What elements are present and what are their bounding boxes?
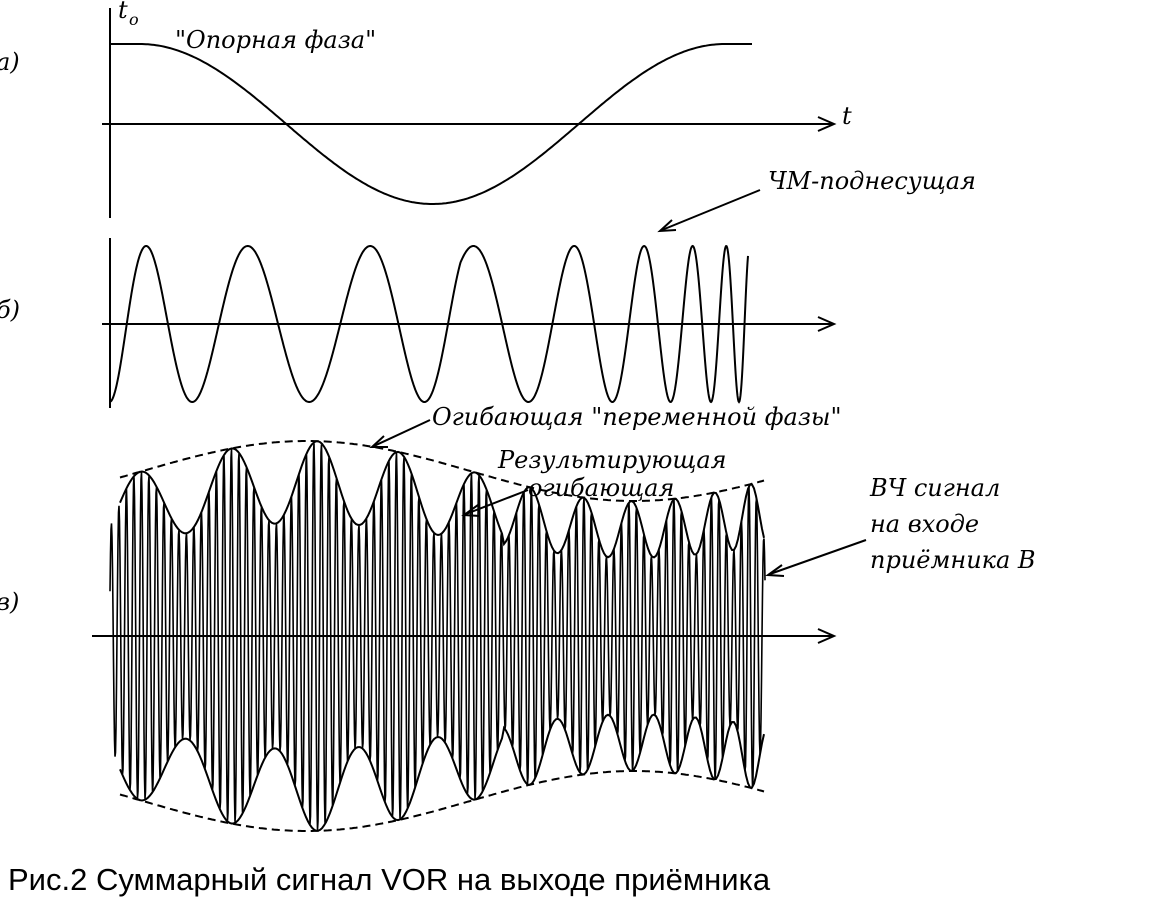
reference-phase-wave — [110, 43, 752, 205]
resulting-envelope-label-line2: огибающая — [528, 474, 674, 502]
variable-phase-arrow-line — [373, 419, 431, 447]
panel-v-axis-arrowhead — [817, 628, 837, 644]
panel-b-marker: б) — [0, 296, 20, 324]
rf-signal-arrow-line — [769, 539, 867, 575]
fm-subcarrier-wave — [109, 244, 749, 404]
resulting-envelope-arrowhead — [461, 504, 481, 517]
panel-a-axis-arrowhead — [817, 116, 837, 132]
t0-subscript: o — [129, 10, 139, 29]
panel-a-marker: а) — [0, 48, 20, 76]
variable-phase-arrowhead — [369, 435, 388, 448]
rf-signal-label-line2: на входе — [870, 510, 979, 538]
fm-subcarrier-arrowhead — [657, 219, 677, 233]
fm-subcarrier-label: ЧМ-поднесущая — [768, 167, 976, 195]
figure-caption: Рис.2 Суммарный сигнал VOR на выходе при… — [8, 862, 771, 897]
rf-signal-label-line1: ВЧ сигнал — [869, 474, 1000, 502]
variable-phase-envelope-lower — [119, 770, 765, 832]
rf-signal-label-line3: приёмника В — [870, 546, 1036, 574]
panel-b: б) ЧМ-поднесущая — [0, 167, 976, 408]
panel-b-axis-arrowhead — [817, 316, 837, 332]
resulting-envelope-lower — [119, 713, 765, 832]
variable-phase-envelope-upper — [119, 440, 765, 502]
resulting-envelope-label-line1: Результирующая — [497, 446, 727, 474]
resulting-envelope-arrow-line — [465, 489, 529, 515]
fm-subcarrier-arrow-line — [661, 189, 761, 231]
rf-signal-arrowhead — [765, 564, 785, 577]
panel-v-marker: в) — [0, 588, 19, 616]
reference-phase-title: "Опорная фаза" — [175, 26, 376, 54]
t-axis-label: t — [842, 102, 852, 130]
panel-v: в) Огибающая "переменной фазы" Результир… — [0, 403, 1036, 832]
variable-phase-envelope-label: Огибающая "переменной фазы" — [432, 403, 842, 431]
panel-a: а) t o t "Опорная фаза" — [0, 0, 852, 218]
t0-label: t — [118, 0, 128, 24]
resulting-envelope-upper — [119, 440, 765, 559]
